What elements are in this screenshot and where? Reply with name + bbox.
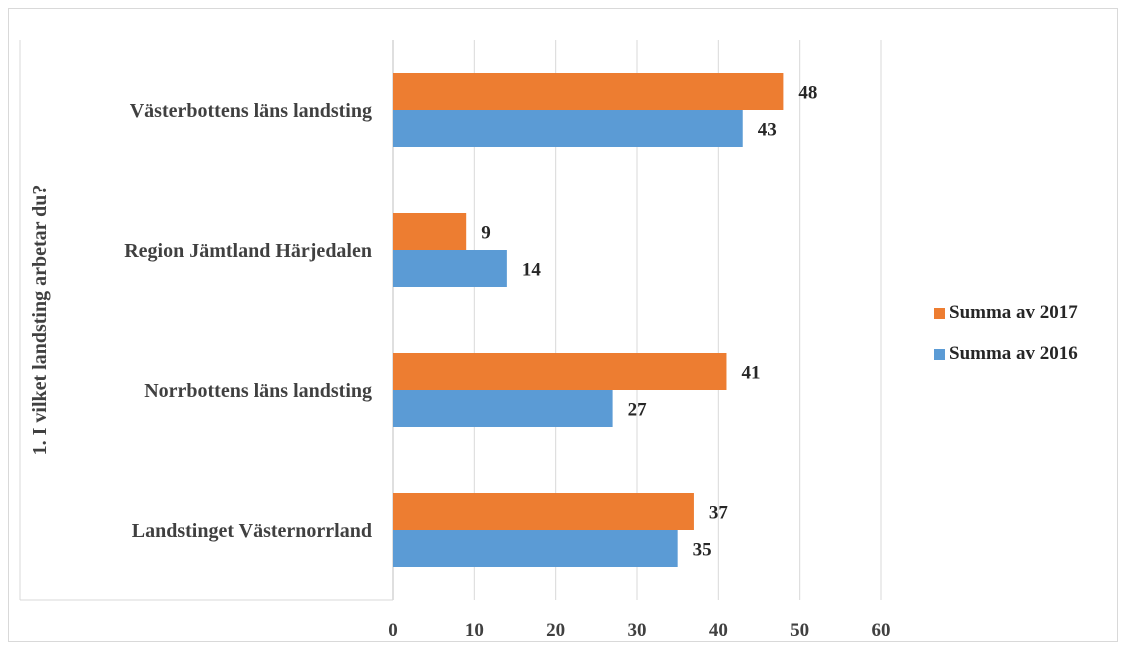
bars [393,73,784,567]
y-axis-title: 1. I vilket landsting arbetar du? [29,185,51,456]
category-label: Region Jämtland Härjedalen [124,240,372,262]
legend-swatch-2016 [934,348,945,360]
category-label: Norrbottens läns landsting [144,380,372,402]
data-label: 9 [481,223,491,244]
data-label: 43 [758,120,777,141]
x-tick-label: 40 [709,620,728,641]
legend: Summa av 2017 Summa av 2016 [934,300,1078,382]
bar-2017 [393,213,467,250]
data-labels: 48 43 9 14 41 27 37 35 [481,83,817,561]
legend-item-2016: Summa av 2016 [934,341,1078,367]
bar-2016 [393,530,678,567]
bar-2016 [393,250,507,287]
x-tick-label: 0 [388,620,398,641]
bar-2016 [393,110,743,147]
legend-label-2017: Summa av 2017 [949,302,1078,323]
legend-label-2016: Summa av 2016 [949,343,1078,364]
x-tick-label: 50 [790,620,809,641]
x-tick-label: 30 [628,620,647,641]
data-label: 48 [798,83,817,104]
category-label: Västerbottens läns landsting [130,100,372,122]
chart-border [8,8,1118,642]
legend-swatch-2017 [934,307,945,319]
data-label: 37 [709,503,729,524]
bar-2016 [393,390,613,427]
x-tick-label: 10 [465,620,484,641]
data-label: 35 [693,540,712,561]
x-tick-label: 60 [872,620,891,641]
data-label: 41 [741,363,760,384]
bar-2017 [393,493,694,530]
data-label: 14 [522,260,542,281]
category-labels: Västerbottens läns landsting Region Jämtl… [124,100,372,542]
x-tick-label: 20 [546,620,565,641]
tick-labels: 0 10 20 30 40 50 60 [388,620,890,641]
legend-item-2017: Summa av 2017 [934,300,1078,326]
data-label: 27 [628,400,648,421]
category-label: Landstinget Västernorrland [132,520,372,542]
bar-2017 [393,353,727,390]
bar-2017 [393,73,784,110]
